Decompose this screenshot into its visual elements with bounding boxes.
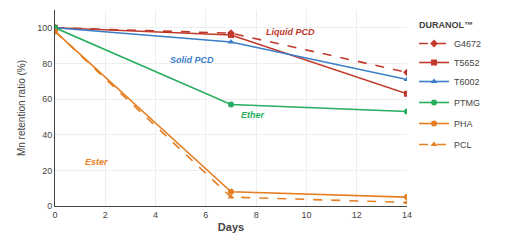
svg-text:G4672: G4672: [454, 39, 481, 49]
svg-text:100: 100: [37, 23, 52, 33]
svg-text:Ether: Ether: [241, 110, 265, 120]
svg-text:PHA: PHA: [454, 119, 473, 129]
svg-text:4: 4: [153, 210, 158, 220]
svg-text:Solid PCD: Solid PCD: [170, 55, 214, 65]
svg-text:8: 8: [254, 210, 259, 220]
svg-text:2: 2: [103, 210, 108, 220]
svg-text:12: 12: [352, 210, 362, 220]
svg-text:Days: Days: [218, 221, 244, 233]
svg-text:80: 80: [42, 59, 52, 69]
svg-text:T6002: T6002: [454, 77, 480, 87]
svg-text:Ester: Ester: [85, 157, 108, 167]
svg-text:10: 10: [301, 210, 311, 220]
svg-text:14: 14: [402, 210, 412, 220]
svg-text:40: 40: [42, 130, 52, 140]
svg-text:20: 20: [42, 166, 52, 176]
svg-text:Mn retention ratio (%): Mn retention ratio (%): [16, 60, 27, 156]
svg-text:60: 60: [42, 94, 52, 104]
svg-text:DURANOL™: DURANOL™: [419, 20, 473, 30]
svg-text:PCL: PCL: [454, 140, 472, 150]
svg-text:0: 0: [52, 210, 57, 220]
svg-text:Liquid PCD: Liquid PCD: [266, 27, 315, 37]
svg-text:6: 6: [203, 210, 208, 220]
svg-text:PTMG: PTMG: [454, 98, 480, 108]
svg-text:0: 0: [47, 201, 52, 211]
svg-text:T5652: T5652: [454, 58, 480, 68]
